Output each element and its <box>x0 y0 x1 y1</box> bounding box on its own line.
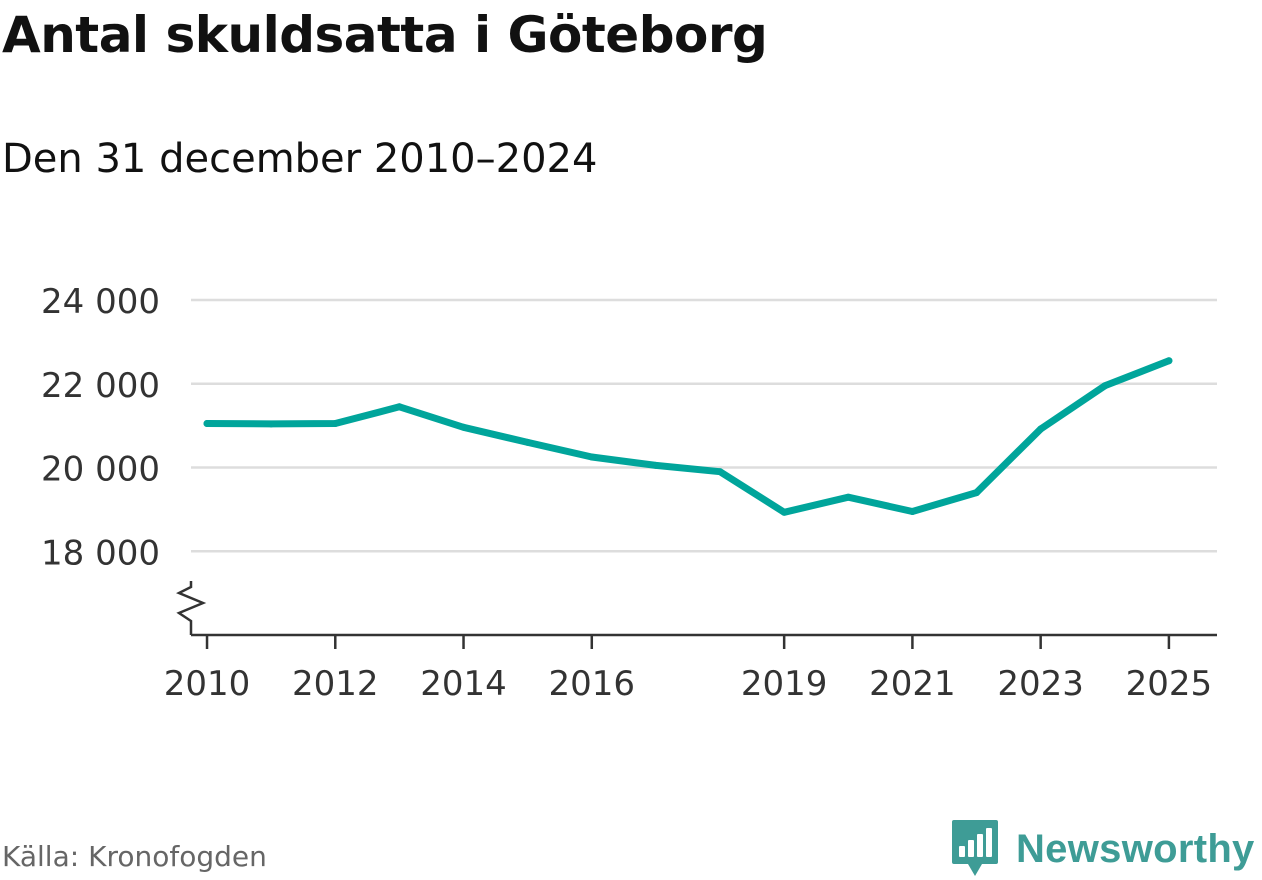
data-point-2018 <box>716 468 724 476</box>
x-tick-label: 2012 <box>292 664 379 704</box>
data-point-2016 <box>588 453 596 461</box>
series-line-0 <box>203 357 1173 516</box>
data-point-2020 <box>844 493 852 501</box>
data-point-2014 <box>460 423 468 431</box>
y-tick-label: 18 000 <box>41 533 160 573</box>
newsworthy-logo-icon <box>952 820 998 876</box>
series <box>203 357 1173 516</box>
x-tick-label: 2016 <box>549 664 636 704</box>
data-point-2013 <box>395 403 403 411</box>
data-point-2012 <box>331 420 339 428</box>
data-point-2023 <box>1037 425 1045 433</box>
chart-title: Antal skuldsatta i Göteborg <box>2 6 768 64</box>
y-tick-label: 20 000 <box>41 450 160 490</box>
data-point-2022 <box>973 489 981 497</box>
y-tick-label: 24 000 <box>41 282 160 322</box>
y-tick-label: 22 000 <box>41 366 160 406</box>
grid-lines <box>191 298 1217 553</box>
data-point-2017 <box>652 461 660 469</box>
axis-break-mark <box>175 581 207 635</box>
axes <box>175 581 1217 649</box>
data-point-2021 <box>908 507 916 515</box>
x-tick-label: 2010 <box>164 664 251 704</box>
data-point-2010 <box>203 420 211 428</box>
x-tick-label: 2025 <box>1126 664 1213 704</box>
data-point-2025 <box>1165 357 1173 365</box>
tick-labels: 18 000 20 000 22 000 24 000 2010 2012 2014 2016… <box>41 282 1212 704</box>
chart-subtitle: Den 31 december 2010–2024 <box>2 136 598 182</box>
data-point-2024 <box>1101 382 1109 390</box>
data-point-2015 <box>524 438 532 446</box>
brand-name: Newsworthy <box>1016 826 1255 871</box>
brand-logo: Newsworthy <box>950 818 1255 880</box>
x-tick-label: 2019 <box>741 664 828 704</box>
source-note: Källa: Kronofogden <box>2 840 267 873</box>
x-tick-label: 2023 <box>997 664 1084 704</box>
data-point-2019 <box>780 508 788 516</box>
x-tick-label: 2014 <box>420 664 507 704</box>
data-point-2011 <box>267 420 275 428</box>
x-tick-label: 2021 <box>869 664 956 704</box>
